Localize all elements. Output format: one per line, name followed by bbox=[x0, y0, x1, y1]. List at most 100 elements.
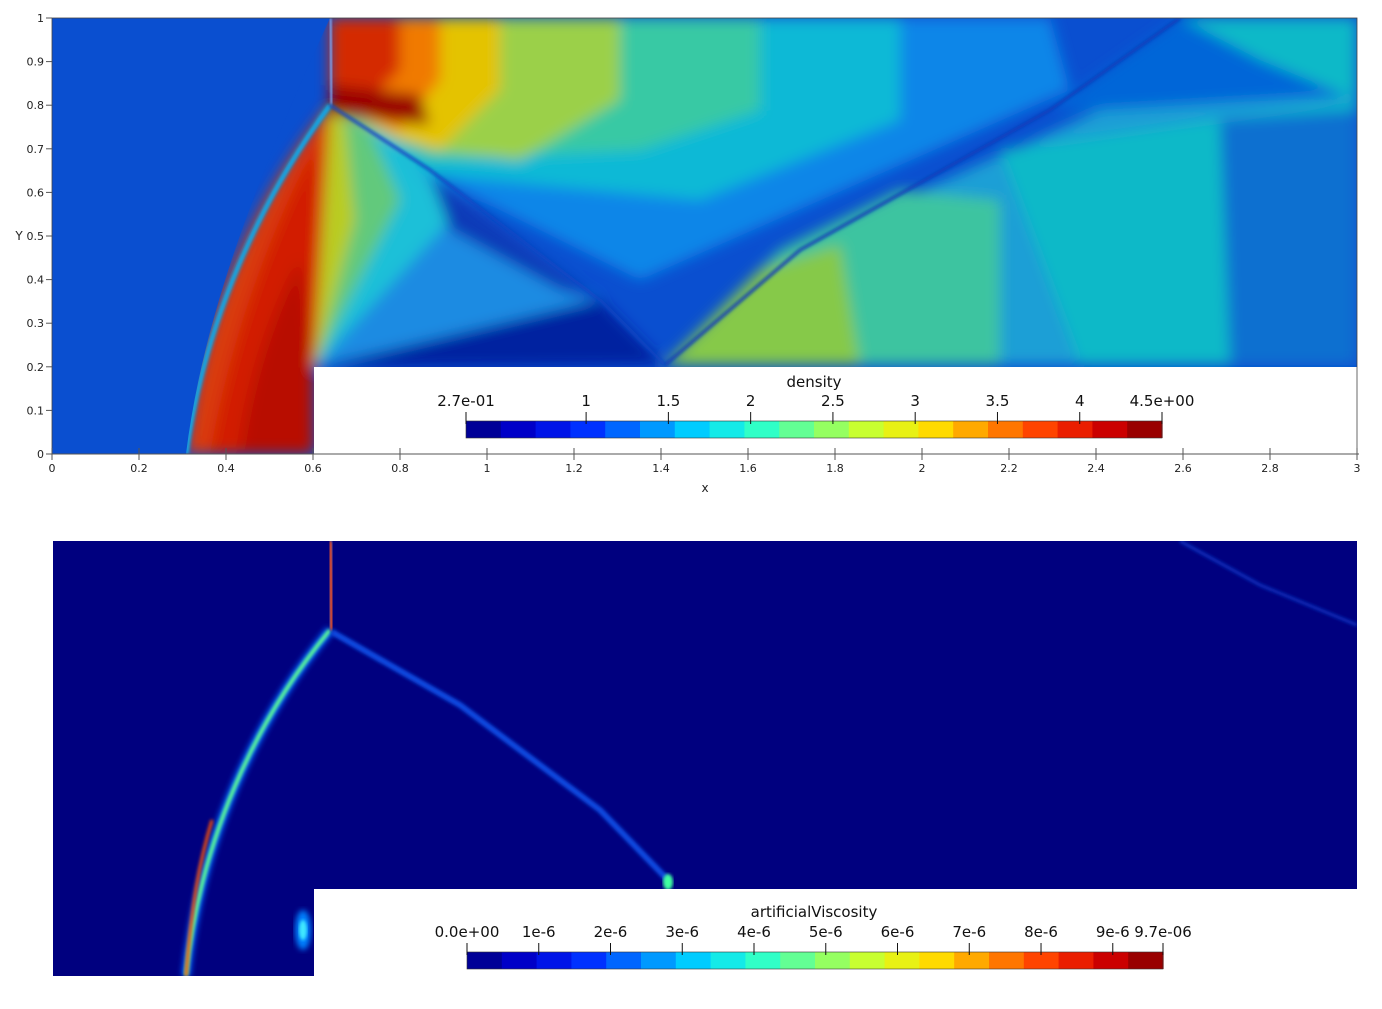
colorbar-segment bbox=[779, 421, 815, 438]
colorbar-segment bbox=[536, 952, 572, 969]
colorbar-label: 1.5 bbox=[656, 392, 680, 410]
colorbar-segment bbox=[884, 952, 920, 969]
colorbar-label: 4.5e+00 bbox=[1130, 392, 1195, 410]
colorbar-label: 9.7e-06 bbox=[1134, 923, 1192, 941]
x-tick-label: 2.2 bbox=[1000, 462, 1018, 475]
colorbar-label: 9e-6 bbox=[1096, 923, 1130, 941]
y-tick-label: 0.5 bbox=[27, 230, 45, 243]
viscosity-colorbar: artificialViscosity 0.0e+00 1e-6 2e-6 3e-6 4… bbox=[435, 903, 1192, 970]
y-tick-label: 0.8 bbox=[27, 99, 45, 112]
colorbar-segment bbox=[745, 952, 781, 969]
colorbar-label: 7e-6 bbox=[952, 923, 986, 941]
colorbar-label: 6e-6 bbox=[881, 923, 915, 941]
colorbar-segment bbox=[674, 421, 711, 438]
colorbar-frame bbox=[465, 420, 1163, 439]
colorbar-label: 4 bbox=[1075, 392, 1085, 410]
colorbar-label: 1 bbox=[581, 392, 591, 410]
colorbar-title: artificialViscosity bbox=[751, 903, 878, 921]
colorbar-segment bbox=[1022, 421, 1059, 438]
colorbar-segment bbox=[815, 952, 851, 969]
y-tick-label: 0.2 bbox=[27, 361, 45, 374]
x-tick-label: 1.8 bbox=[826, 462, 844, 475]
y-tick-label: 0 bbox=[37, 448, 44, 461]
colorbar-segment bbox=[571, 952, 607, 969]
x-tick-label: 0.2 bbox=[130, 462, 148, 475]
colorbar-segment bbox=[848, 421, 885, 438]
colorbar-label: 5e-6 bbox=[809, 923, 843, 941]
colorbar-segment bbox=[989, 952, 1025, 969]
colorbar-segment bbox=[570, 421, 606, 438]
reflected-shock bbox=[329, 103, 667, 367]
colorbar-segment bbox=[1023, 952, 1060, 969]
colorbar-label: 3 bbox=[910, 392, 920, 410]
colorbar-label: 2.5 bbox=[821, 392, 845, 410]
reflected-shock bbox=[330, 629, 671, 883]
x-tick-label: 2.6 bbox=[1174, 462, 1192, 475]
x-tick-label: 0.8 bbox=[391, 462, 409, 475]
x-tick-label: 1.2 bbox=[565, 462, 583, 475]
colorbar-label: 3.5 bbox=[986, 392, 1010, 410]
step-obstacle bbox=[314, 367, 1357, 454]
colorbar-segment bbox=[849, 952, 886, 969]
colorbar-segment bbox=[501, 952, 538, 969]
y-tick-label: 1 bbox=[37, 12, 44, 25]
second-shock bbox=[664, 18, 1181, 367]
x-tick-label: 2.8 bbox=[1261, 462, 1279, 475]
colorbar-segment bbox=[675, 952, 712, 969]
colorbar-label: 3e-6 bbox=[665, 923, 699, 941]
colorbar-title: density bbox=[787, 373, 842, 391]
colorbar-segment bbox=[640, 421, 676, 438]
y-tick-label: 0.1 bbox=[27, 404, 45, 417]
inflow-region bbox=[52, 18, 330, 454]
colorbar-label: 8e-6 bbox=[1024, 923, 1058, 941]
y-axis-label: Y bbox=[14, 229, 23, 243]
x-tick-label: 1 bbox=[484, 462, 491, 475]
x-tick-label: 0 bbox=[49, 462, 56, 475]
y-tick-label: 0.7 bbox=[27, 143, 45, 156]
colorbar-label: 2 bbox=[746, 392, 756, 410]
bow-shock bbox=[183, 103, 333, 454]
x-tick-label: 1.4 bbox=[652, 462, 670, 475]
x-tick-label: 2 bbox=[919, 462, 926, 475]
colorbar-frame bbox=[466, 951, 1164, 970]
y-tick-label: 0.4 bbox=[27, 274, 45, 287]
x-tick-label: 3 bbox=[1354, 462, 1361, 475]
density-plot: 0 0.2 0.4 0.6 0.8 1 1.2 1.4 1.6 1.8 2 2.2 2.4 2.6 2.8 3… bbox=[14, 12, 1360, 495]
mach-stem bbox=[328, 18, 334, 106]
colorbar-label: 1e-6 bbox=[522, 923, 556, 941]
colorbar-segment bbox=[605, 421, 641, 438]
colorbar-segment bbox=[606, 952, 642, 969]
x-axis-label: x bbox=[701, 481, 708, 495]
colorbar-segment bbox=[954, 952, 990, 969]
density-colorbar: density 2.7e-01 1 1.5 2 2.5 3 3.5 4 4.5e+00 bbox=[437, 373, 1195, 439]
colorbar-segment bbox=[466, 421, 502, 438]
x-tick-label: 1.6 bbox=[739, 462, 757, 475]
colorbar-segment bbox=[1058, 952, 1094, 969]
colorbar-segment bbox=[744, 421, 780, 438]
x-tick-label: 0.4 bbox=[217, 462, 235, 475]
colorbar-label: 2.7e-01 bbox=[437, 392, 495, 410]
colorbar-segment bbox=[988, 421, 1024, 438]
colorbar-segment bbox=[1128, 952, 1164, 969]
colorbar-segment bbox=[641, 952, 677, 969]
y-axis: 0 0.1 0.2 0.3 0.4 0.5 0.6 0.7 0.8 0.9 1 bbox=[27, 12, 52, 461]
y-tick-label: 0.3 bbox=[27, 317, 45, 330]
colorbar-label: 0.0e+00 bbox=[435, 923, 500, 941]
y-tick-label: 0.6 bbox=[27, 186, 45, 199]
bow-shock bbox=[184, 819, 214, 976]
colorbar-segment bbox=[709, 421, 745, 438]
x-axis: 0 0.2 0.4 0.6 0.8 1 1.2 1.4 1.6 1.8 2 2.2 2.4 2.6 2.8 3 bbox=[49, 448, 1361, 475]
colorbar-segment bbox=[883, 421, 919, 438]
colorbar-segment bbox=[1057, 421, 1093, 438]
colorbar-segment bbox=[535, 421, 571, 438]
colorbar-segment bbox=[814, 421, 850, 438]
x-tick-label: 2.4 bbox=[1087, 462, 1105, 475]
colorbar-segment bbox=[1127, 421, 1163, 438]
colorbar-label: 2e-6 bbox=[594, 923, 628, 941]
mach-stem bbox=[328, 541, 334, 631]
colorbar-segment bbox=[780, 952, 816, 969]
colorbar-segment bbox=[953, 421, 989, 438]
viscosity-plot: artificialViscosity 0.0e+00 1e-6 2e-6 3e-6 4… bbox=[53, 541, 1357, 976]
colorbar-segment bbox=[1093, 952, 1129, 969]
